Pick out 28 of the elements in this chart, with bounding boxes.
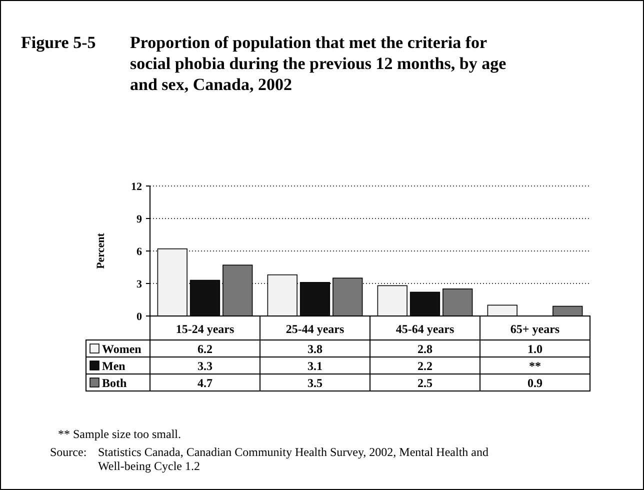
y-axis-title: Percent (95, 232, 107, 269)
data-label: 0.9 (528, 376, 542, 390)
data-label: 1.0 (528, 342, 542, 356)
y-tick-label: 3 (136, 278, 142, 290)
legend-label: Both (102, 376, 127, 390)
data-label: 2.2 (418, 359, 432, 373)
x-tick-label: 65+ years (510, 322, 560, 336)
y-tick-label: 6 (136, 246, 142, 258)
legend-label: Men (102, 359, 126, 373)
chart-title: Figure 5-5 Proportion of population that met the criteria for social phobia during the previous 12 months, by age and sex, Canada, 2002 (21, 33, 506, 94)
text: ** (529, 359, 541, 373)
x-tick-label: 15-24 years (176, 322, 234, 336)
x-tick-label: 25-44 years (286, 322, 344, 336)
data-label: 3.5 (308, 376, 322, 390)
data-label: 4.7 (198, 376, 212, 390)
y-tick-label: 12 (131, 181, 142, 193)
x-tick-label: 45-64 years (396, 322, 454, 336)
data-label: 6.2 (198, 342, 212, 356)
y-tick-label: 0 (136, 311, 142, 323)
data-label: 2.8 (418, 342, 432, 356)
y-tick-label: 9 (136, 214, 142, 226)
data-label: 3.1 (308, 359, 322, 373)
text: ** Sample size too small. (58, 427, 181, 441)
data-label: 2.5 (418, 376, 432, 390)
data-label: 3.3 (198, 359, 212, 373)
legend-label: Women (102, 342, 142, 356)
source-note: Source: Statistics Canada, Canadian Community Health Survey, 2002, Mental Health and Well-being Cycle 1.2 (50, 445, 488, 473)
data-label: 3.8 (308, 342, 322, 356)
